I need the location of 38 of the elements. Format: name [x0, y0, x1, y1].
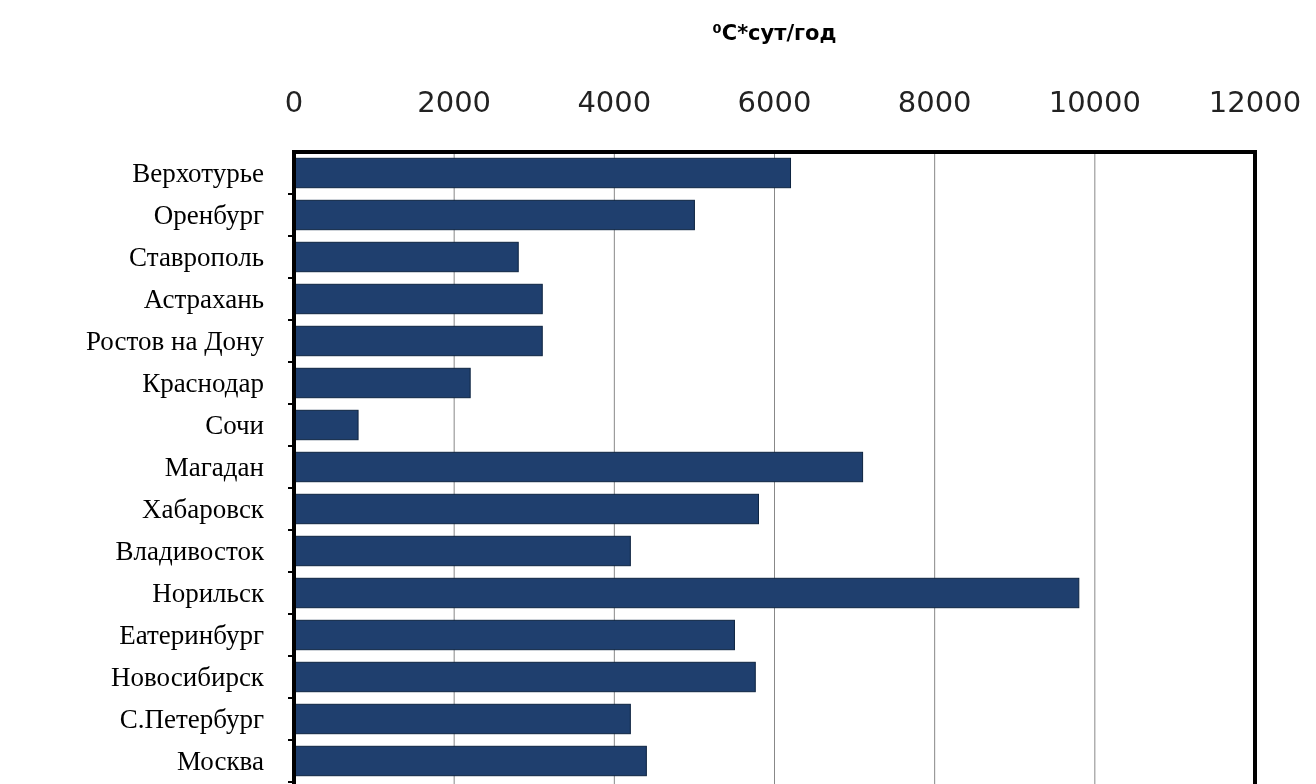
bar — [293, 535, 631, 567]
y-tick-label: С.Петербург — [119, 704, 264, 735]
bar — [293, 157, 792, 189]
y-tick-label: Еатеринбург — [119, 620, 264, 651]
x-tick-label: 8000 — [897, 85, 972, 119]
y-tick-label: Краснодар — [142, 368, 264, 399]
y-tick-label: Владивосток — [115, 536, 265, 567]
y-tick-label: Новосибирск — [111, 662, 265, 693]
bar — [293, 283, 543, 315]
bar — [293, 367, 471, 399]
bar — [293, 451, 864, 483]
y-tick-label: Оренбург — [153, 200, 264, 231]
x-tick-label: 0 — [284, 85, 304, 119]
y-tick-label: Магадан — [164, 452, 264, 483]
x-tick-label: 10000 — [1048, 85, 1141, 119]
y-tick-label: Астрахань — [143, 284, 264, 315]
x-axis-title: ⁰C*сут/год — [712, 21, 837, 45]
x-tick-label: 2000 — [417, 85, 492, 119]
y-tick-label: Сочи — [205, 410, 264, 441]
bar — [293, 409, 359, 441]
bar — [293, 703, 631, 735]
y-tick-label: Верхотурье — [132, 158, 265, 189]
bar — [293, 493, 759, 525]
y-tick-label: Хабаровск — [142, 494, 265, 525]
x-tick-label: 12000 — [1208, 85, 1302, 119]
bar — [293, 661, 756, 693]
bar — [293, 745, 647, 777]
x-tick-label: 6000 — [737, 85, 812, 119]
bar — [293, 241, 519, 273]
bar — [293, 199, 695, 231]
y-tick-label: Ростов на Дону — [86, 326, 265, 357]
y-tick-label: Ставрополь — [129, 242, 264, 273]
bar — [293, 577, 1080, 609]
y-tick-label: Москва — [177, 746, 264, 777]
x-tick-label: 4000 — [577, 85, 652, 119]
bar — [293, 325, 543, 357]
bar — [293, 619, 735, 651]
y-tick-label: Норильск — [152, 578, 265, 609]
